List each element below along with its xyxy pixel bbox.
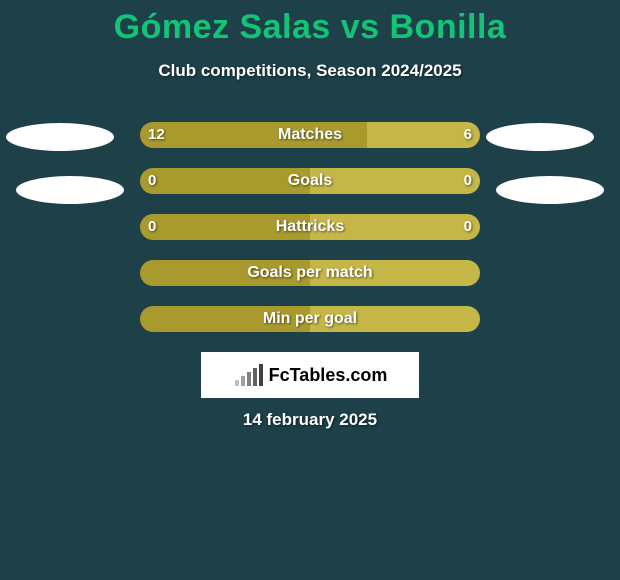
bar-left-fill — [140, 168, 310, 194]
stat-value-right: 0 — [464, 168, 472, 194]
avatar-oval — [486, 123, 594, 151]
bar-right-fill — [310, 306, 480, 332]
stat-row: Goals per match — [0, 260, 620, 286]
bar-track — [140, 214, 480, 240]
page-title: Gómez Salas vs Bonilla — [0, 0, 620, 47]
logo-text: FcTables.com — [269, 365, 388, 386]
stat-value-left: 0 — [148, 168, 156, 194]
stat-row: Min per goal — [0, 306, 620, 332]
logo-box: FcTables.com — [201, 352, 419, 398]
avatar-oval — [496, 176, 604, 204]
subtitle: Club competitions, Season 2024/2025 — [0, 61, 620, 81]
bar-track — [140, 306, 480, 332]
stat-value-right: 0 — [464, 214, 472, 240]
bar-track — [140, 260, 480, 286]
comparison-infographic: Gómez Salas vs Bonilla Club competitions… — [0, 0, 620, 580]
bar-left-fill — [140, 214, 310, 240]
stat-value-right: 6 — [464, 122, 472, 148]
bar-right-fill — [310, 168, 480, 194]
bar-left-fill — [140, 306, 310, 332]
bar-left-fill — [140, 260, 310, 286]
bar-chart-icon — [233, 362, 265, 388]
bar-left-fill — [140, 122, 367, 148]
bar-track — [140, 122, 480, 148]
stat-row: Hattricks00 — [0, 214, 620, 240]
bar-right-fill — [310, 214, 480, 240]
stat-value-left: 0 — [148, 214, 156, 240]
avatar-oval — [16, 176, 124, 204]
date-label: 14 february 2025 — [0, 410, 620, 430]
bar-track — [140, 168, 480, 194]
stat-value-left: 12 — [148, 122, 165, 148]
avatar-oval — [6, 123, 114, 151]
stat-bars: Matches126Goals00Hattricks00Goals per ma… — [0, 122, 620, 352]
bar-right-fill — [310, 260, 480, 286]
